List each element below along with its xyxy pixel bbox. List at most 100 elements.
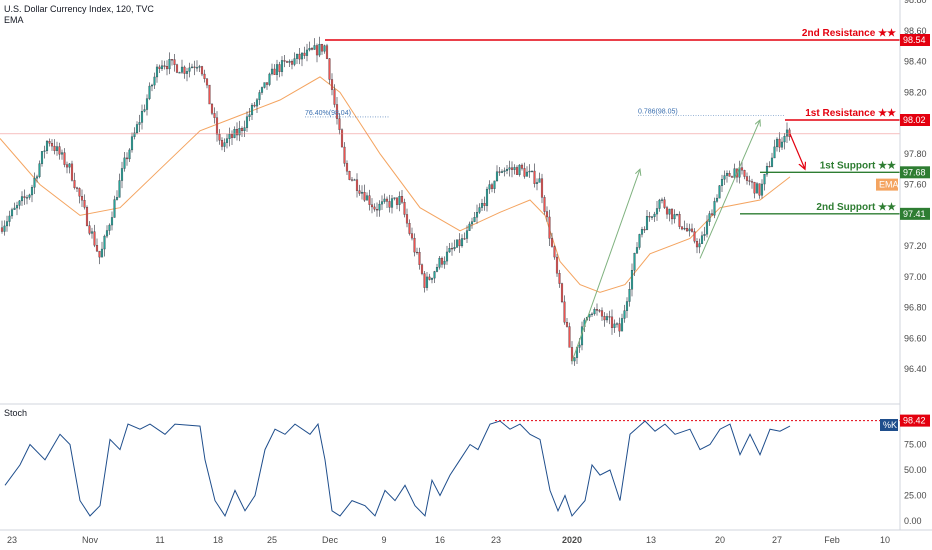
candle — [105, 225, 109, 239]
candle — [373, 203, 376, 212]
candle — [220, 137, 224, 151]
candle-body — [115, 197, 119, 200]
stoch-axis[interactable]: 0.00 25.00 50.00 75.00 98.42 %K — [880, 414, 930, 526]
price-tick-label: 98.40 — [904, 57, 927, 67]
candle — [0, 220, 4, 234]
candle-body — [505, 169, 509, 171]
candle — [703, 226, 706, 241]
candle-body — [678, 214, 681, 227]
candle-body — [375, 209, 379, 211]
candle-body — [8, 215, 11, 222]
candle — [148, 82, 151, 101]
candle — [770, 152, 774, 168]
candle-body — [450, 248, 454, 250]
candle-body — [410, 233, 414, 239]
candle-body — [705, 221, 709, 235]
candle — [195, 60, 199, 72]
candle-body — [465, 230, 469, 239]
candle-body — [475, 212, 479, 218]
support-label: 2nd Support ★★ — [816, 202, 896, 213]
price-axis[interactable]: 96.4096.6096.8097.0097.2097.4097.6097.80… — [876, 0, 930, 374]
candle — [398, 191, 401, 212]
price-tick-label: 96.80 — [904, 303, 927, 313]
price-tick-label: 97.60 — [904, 180, 927, 190]
candle-body — [670, 208, 674, 220]
candle — [68, 163, 71, 174]
candle — [515, 165, 519, 175]
candle — [420, 263, 424, 276]
candle-body — [203, 73, 206, 79]
candle-body — [120, 168, 124, 181]
candle — [320, 43, 324, 55]
candle — [485, 186, 489, 212]
candle — [670, 208, 674, 225]
candle — [288, 59, 291, 67]
candle-body — [260, 87, 264, 93]
candle — [85, 205, 89, 227]
candle-body — [248, 114, 251, 117]
candle-body — [560, 283, 564, 303]
candle — [200, 65, 204, 77]
candle — [553, 245, 556, 260]
candle — [118, 173, 121, 198]
red-arrow — [789, 133, 805, 169]
candle — [455, 239, 459, 248]
candle — [23, 189, 26, 205]
candle — [393, 197, 396, 201]
candle — [223, 138, 226, 153]
candle — [8, 210, 11, 227]
candle — [598, 309, 601, 313]
candle — [305, 43, 309, 62]
candle-body — [93, 231, 96, 246]
candle-body — [650, 216, 654, 218]
candle — [788, 127, 791, 141]
candle-body — [445, 251, 449, 262]
candle-body — [350, 179, 354, 181]
support-label: 1st Support ★★ — [820, 160, 896, 171]
candle-body — [723, 175, 726, 180]
candle — [773, 139, 776, 159]
price-pane[interactable]: 76.40%(98.04) 0.786(98.05) 2nd Resistance … — [0, 28, 900, 366]
candle — [590, 312, 594, 318]
stoch-pane[interactable] — [4, 420, 900, 517]
candle-body — [380, 201, 384, 205]
candle-body — [53, 145, 56, 151]
candle — [728, 170, 731, 177]
candle — [523, 162, 526, 179]
candle — [723, 170, 726, 185]
candle — [158, 64, 161, 73]
candle-body — [290, 60, 294, 65]
candle — [38, 160, 41, 179]
candle — [408, 219, 411, 236]
resistance-tag: 98.54 — [900, 34, 930, 46]
candle — [640, 226, 644, 238]
candle-body — [68, 163, 71, 168]
candle — [505, 164, 509, 175]
candle-body — [615, 323, 619, 325]
candle — [185, 67, 189, 82]
time-axis[interactable]: 23 Nov 11 18 25 Dec 9 16 23 2020 13 20 27 Feb 10 — [7, 535, 890, 545]
candle — [628, 281, 631, 307]
candle-body — [303, 52, 306, 56]
candle — [615, 322, 619, 328]
candle — [280, 56, 284, 77]
candle-body — [458, 239, 461, 247]
candle — [528, 164, 531, 178]
candle — [785, 122, 789, 143]
candle — [95, 238, 99, 253]
candle — [303, 46, 306, 59]
candle — [298, 47, 301, 65]
ema-layer — [0, 76, 791, 293]
candle — [465, 225, 469, 243]
candle-body — [708, 213, 711, 222]
candle-body — [345, 163, 349, 172]
candle-body — [373, 206, 376, 210]
candle — [510, 161, 514, 178]
candle — [613, 319, 616, 333]
candle — [623, 304, 626, 323]
candle — [775, 137, 779, 152]
candle-body — [443, 260, 446, 265]
candle-body — [353, 179, 356, 181]
candle — [783, 132, 786, 150]
candle-body — [435, 267, 439, 272]
